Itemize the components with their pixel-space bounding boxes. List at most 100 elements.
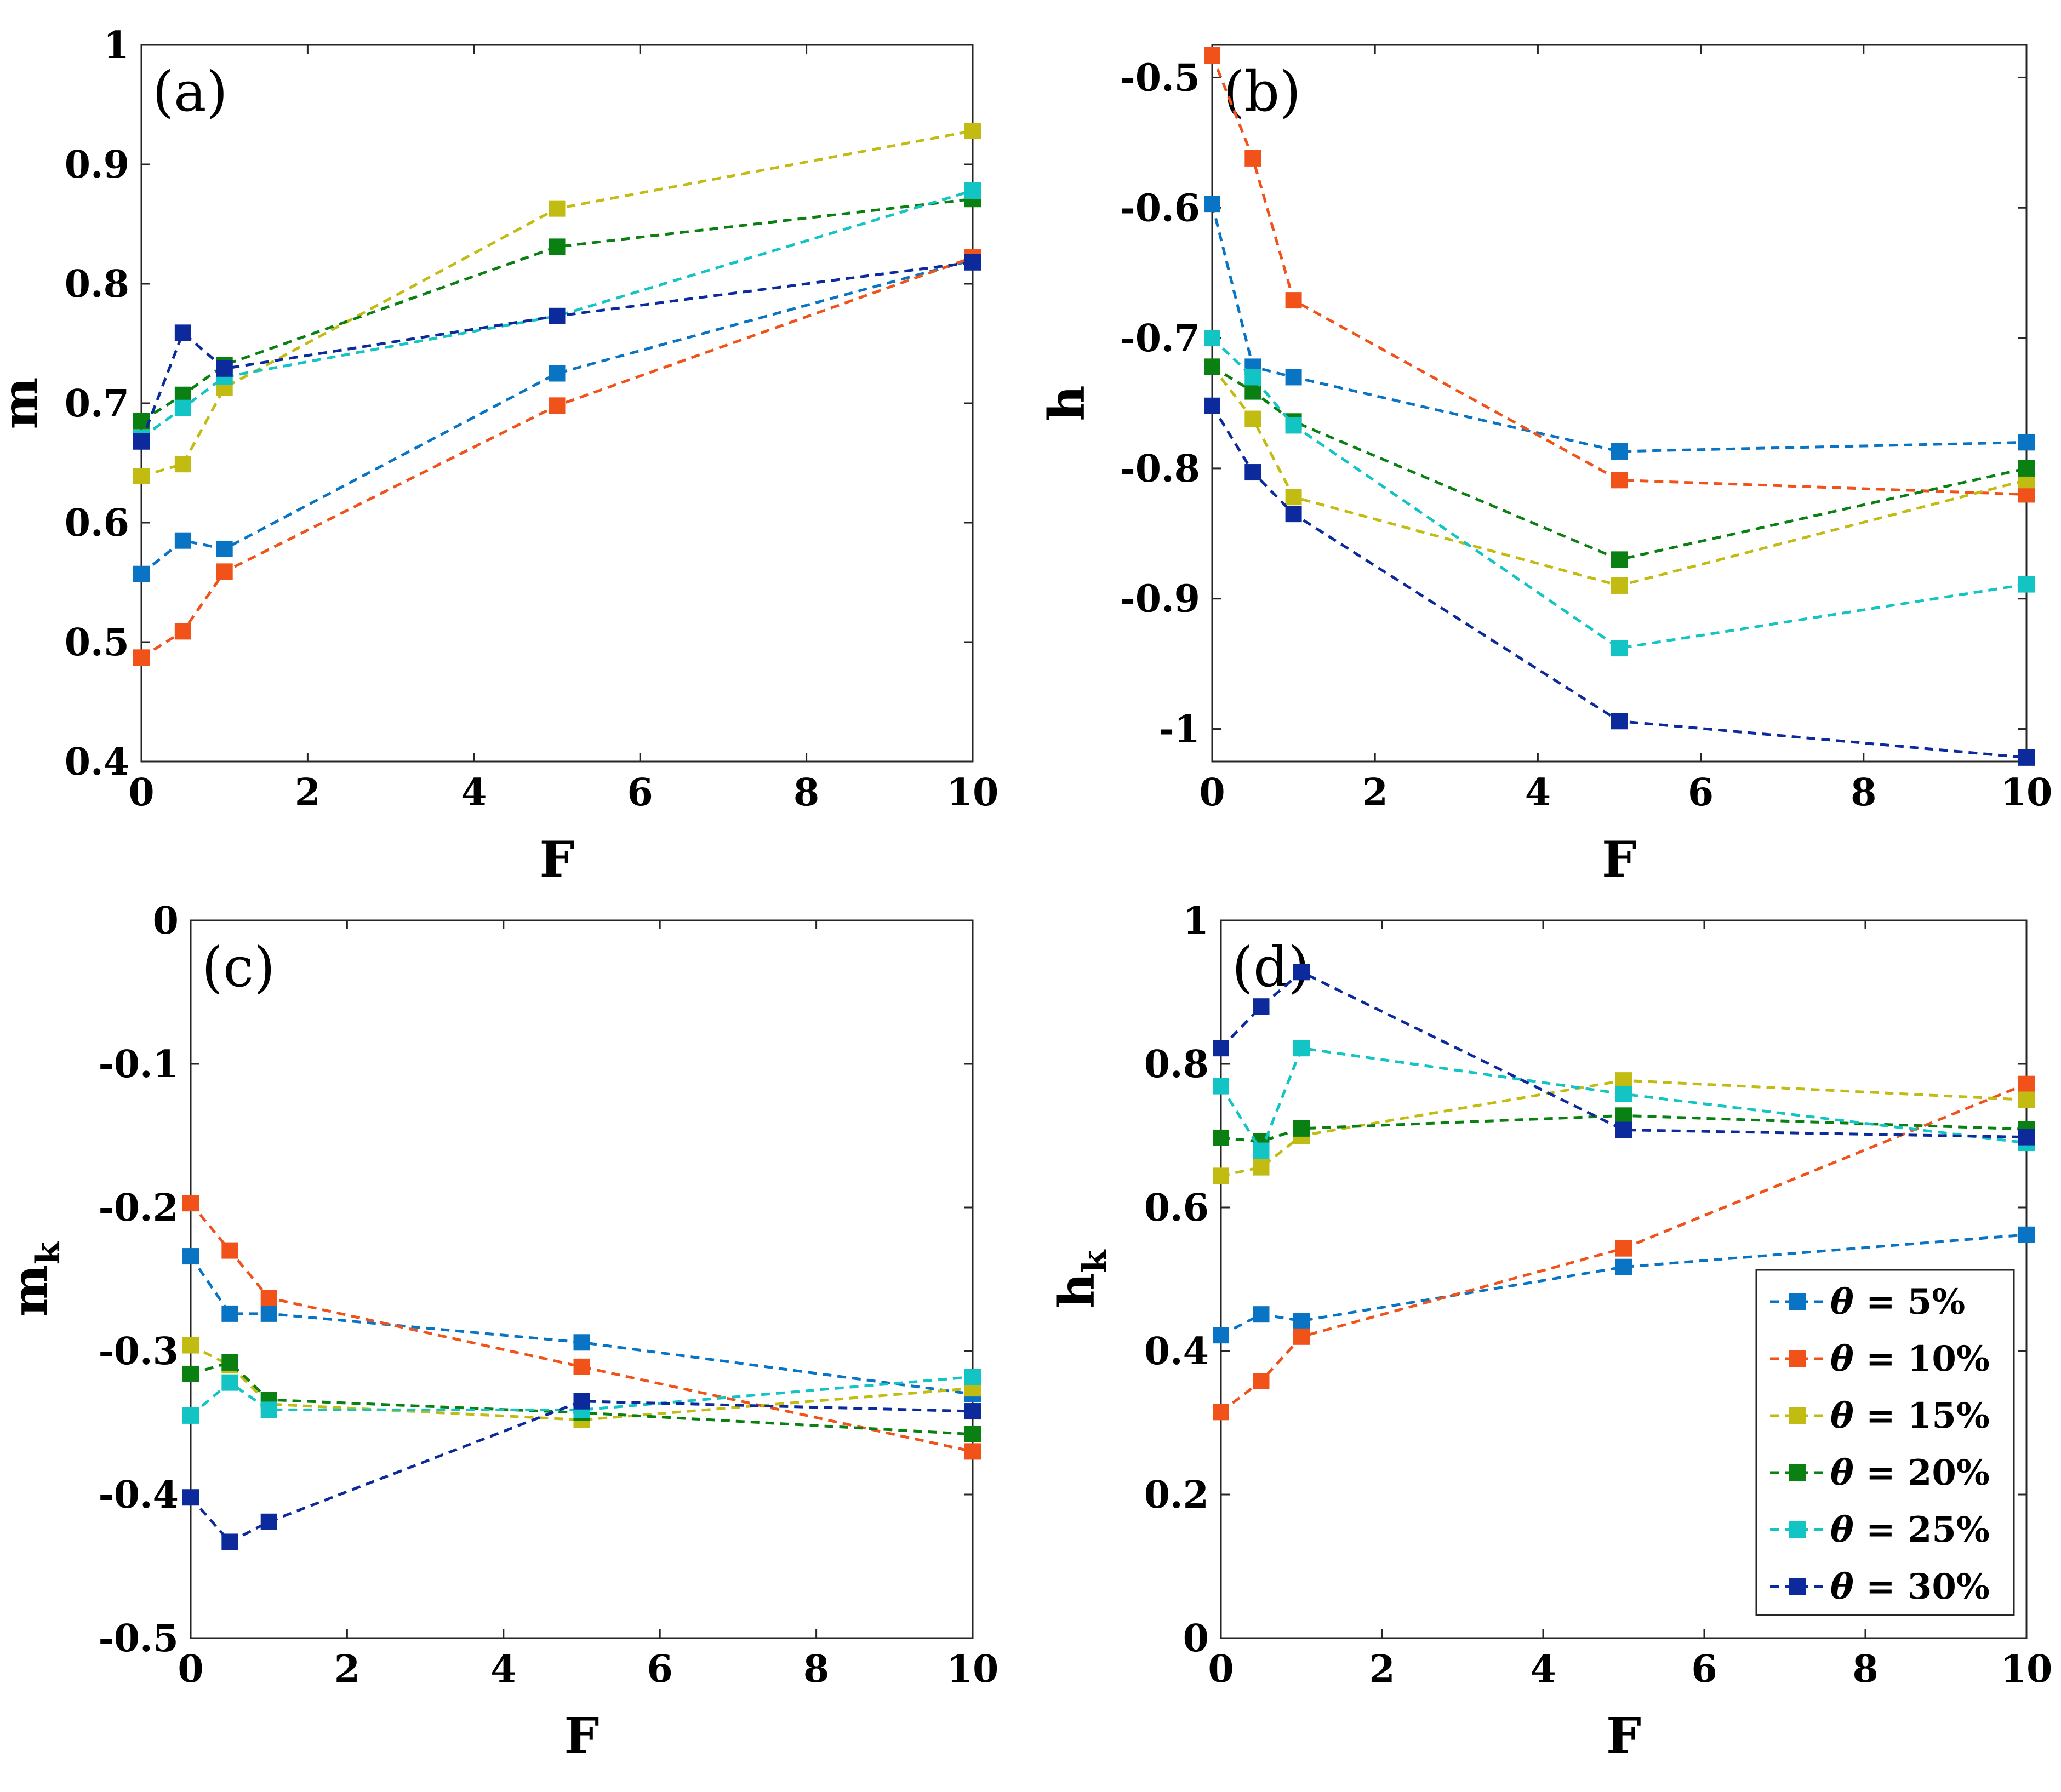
data-point bbox=[260, 1305, 277, 1322]
series-1 bbox=[1213, 1226, 2035, 1344]
legend-marker bbox=[1789, 1578, 1806, 1595]
series-5 bbox=[1204, 330, 2035, 657]
panel-a: 0 2 4 6 8 10 0.4 0.5 0.6 0.7 0.8 0.9 1 Fm (a) bbox=[0, 24, 998, 889]
y-axis-label: h bbox=[1038, 385, 1096, 421]
panel-c: 0 2 4 6 8 10 -0.5 -0.4 -0.3 -0.2 -0.1 0 Fmk (c) bbox=[1, 899, 998, 1765]
legend-value: = 25% bbox=[1854, 1509, 1990, 1550]
data-point bbox=[174, 456, 191, 473]
data-point bbox=[182, 1248, 199, 1265]
panel-label: (c) bbox=[202, 935, 275, 999]
y-tick-label: -0.2 bbox=[98, 1186, 179, 1230]
data-point bbox=[964, 1425, 981, 1442]
data-point bbox=[2018, 434, 2035, 451]
legend-marker bbox=[1789, 1293, 1806, 1310]
data-point bbox=[1244, 369, 1261, 386]
data-point bbox=[1253, 1306, 1270, 1323]
axes-frame bbox=[190, 919, 974, 1639]
y-tick-label: -0.8 bbox=[1120, 447, 1200, 491]
x-tick-label: 10 bbox=[2001, 1647, 2053, 1691]
y-tick-label: 0.4 bbox=[65, 740, 129, 784]
legend-label: θ = 5% bbox=[1830, 1281, 1965, 1322]
series-line bbox=[1220, 1233, 2027, 1337]
data-point bbox=[221, 1242, 238, 1259]
data-point bbox=[1204, 330, 1220, 347]
y-axis-label-subscript: k bbox=[29, 1241, 67, 1264]
y-tick-label: -0.9 bbox=[1120, 577, 1200, 621]
series-line bbox=[1211, 203, 2027, 453]
panel-label: (a) bbox=[152, 60, 228, 124]
legend-entry: θ = 5% bbox=[1770, 1281, 1965, 1322]
data-point bbox=[1285, 292, 1302, 309]
y-tick-label: 1 bbox=[1183, 899, 1209, 943]
series-2 bbox=[1204, 47, 2035, 503]
data-point bbox=[964, 1369, 981, 1385]
x-tick-label: 10 bbox=[947, 771, 999, 815]
y-tick-label: 0.7 bbox=[65, 382, 129, 426]
data-point bbox=[1615, 1086, 1632, 1103]
data-point bbox=[182, 1337, 199, 1354]
data-point bbox=[260, 1401, 277, 1418]
y-axis-label-subscript: k bbox=[1076, 1249, 1114, 1273]
data-point bbox=[1611, 640, 1628, 657]
data-point bbox=[1204, 47, 1220, 64]
x-tick-label: 10 bbox=[2001, 771, 2053, 815]
data-point bbox=[2018, 749, 2035, 766]
series-line bbox=[141, 129, 973, 478]
legend-entry: θ = 20% bbox=[1770, 1452, 1990, 1493]
series-2 bbox=[182, 1195, 981, 1460]
data-point bbox=[1253, 998, 1270, 1015]
y-axis-label-group: m bbox=[0, 377, 49, 429]
series-5 bbox=[1213, 1040, 2035, 1159]
legend-symbol: θ bbox=[1830, 1338, 1854, 1379]
data-point bbox=[133, 649, 150, 666]
x-tick-label: 6 bbox=[1688, 771, 1714, 815]
data-point bbox=[133, 433, 150, 450]
data-point bbox=[1611, 443, 1628, 460]
legend-entry: θ = 25% bbox=[1770, 1509, 1990, 1550]
data-point bbox=[549, 200, 566, 217]
x-tick-label: 4 bbox=[490, 1647, 516, 1691]
legend-entry: θ = 10% bbox=[1770, 1338, 1990, 1379]
y-tick-label: 0.6 bbox=[65, 501, 129, 545]
series-line bbox=[140, 197, 973, 422]
data-point bbox=[964, 254, 981, 271]
x-tick-label: 6 bbox=[647, 1647, 673, 1691]
x-tick-label: 8 bbox=[1851, 771, 1876, 815]
data-point bbox=[1615, 1240, 1632, 1257]
legend-value: = 15% bbox=[1854, 1395, 1990, 1436]
legend-box bbox=[1755, 1269, 2015, 1616]
data-point bbox=[2018, 486, 2035, 503]
data-point bbox=[1253, 1373, 1270, 1390]
data-point bbox=[182, 1365, 199, 1382]
x-tick-label: 0 bbox=[1199, 771, 1225, 815]
x-tick-label: 6 bbox=[1691, 1647, 1717, 1691]
data-point bbox=[1293, 1120, 1310, 1137]
data-point bbox=[133, 467, 150, 484]
series-6 bbox=[133, 254, 981, 450]
data-point bbox=[221, 1354, 238, 1371]
data-point bbox=[549, 397, 566, 414]
y-tick-label: 0 bbox=[1183, 1617, 1209, 1661]
series-5 bbox=[182, 1369, 981, 1424]
x-tick-label: 2 bbox=[1369, 1647, 1395, 1691]
data-point bbox=[1244, 464, 1261, 481]
y-tick-label: 0.6 bbox=[1144, 1186, 1209, 1230]
x-tick-label: 4 bbox=[1530, 1647, 1556, 1691]
legend-entry: θ = 15% bbox=[1770, 1395, 1990, 1436]
legend-label: θ = 10% bbox=[1830, 1338, 1990, 1379]
series-1 bbox=[133, 251, 981, 582]
x-axis-label: F bbox=[1602, 831, 1637, 889]
y-tick-label: 0.9 bbox=[65, 143, 129, 187]
y-tick-label: -0.1 bbox=[98, 1043, 179, 1086]
data-point bbox=[1293, 1040, 1310, 1057]
y-axis-label-group: hk bbox=[1048, 1249, 1114, 1308]
data-point bbox=[174, 399, 191, 416]
data-point bbox=[216, 360, 233, 377]
data-point bbox=[1285, 506, 1302, 523]
data-point bbox=[1615, 1121, 1632, 1138]
y-axis-label-group: mk bbox=[1, 1241, 67, 1316]
data-point bbox=[221, 1374, 238, 1391]
panel-b: 0 2 4 6 8 10-1-0.9-0.8-0.7-0.6-0.5Fh(b) bbox=[1038, 44, 2053, 889]
